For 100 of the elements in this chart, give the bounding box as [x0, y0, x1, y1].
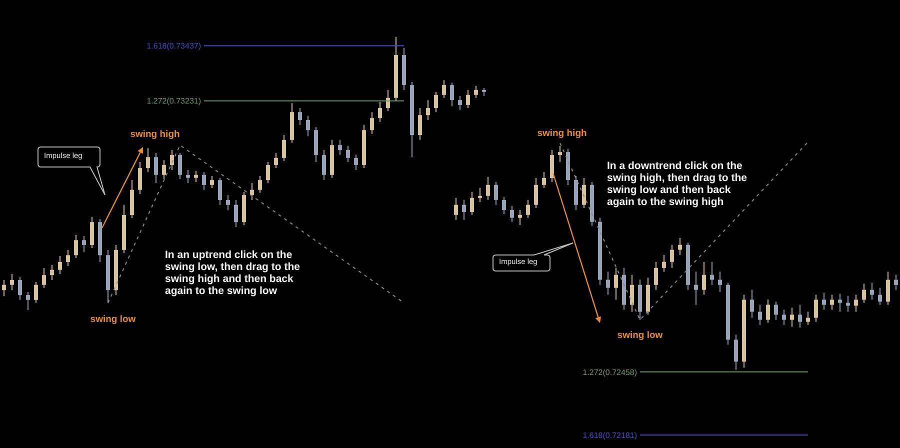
candlestick [50, 264, 54, 280]
text: swing high [537, 128, 587, 139]
candlestick [550, 150, 554, 183]
candlestick [486, 176, 490, 200]
candlestick [806, 311, 810, 326]
candlestick [542, 171, 546, 188]
candlestick [518, 209, 522, 226]
annotation: In a downtrend click on the swing high, then drag to the swing low and then back again to the swing high [607, 160, 748, 208]
candlestick [2, 279, 6, 297]
candlestick [26, 291, 30, 310]
candlestick [470, 191, 474, 216]
candlestick [466, 89, 470, 108]
candlestick [42, 267, 46, 288]
candlestick [194, 170, 198, 182]
candlestick [766, 299, 770, 324]
candlestick [790, 307, 794, 328]
candlestick [510, 205, 514, 222]
candlestick [526, 199, 530, 218]
annotation: 1.272(0.73231) [146, 96, 202, 106]
candlestick [886, 271, 890, 306]
candlestick [354, 154, 358, 170]
candlestick [662, 254, 666, 272]
candlestick [814, 294, 818, 322]
candlestick [146, 148, 150, 173]
candlestick [210, 175, 214, 188]
candlestick [306, 115, 310, 137]
candlestick [558, 146, 562, 162]
candlestick [58, 255, 62, 274]
candlestick [582, 178, 586, 208]
candlestick [450, 82, 454, 107]
candlestick [250, 182, 254, 200]
candlestick [534, 178, 538, 208]
candlestick [154, 152, 158, 184]
annotation: 1.272(0.72458) [582, 368, 638, 377]
candlestick [226, 194, 230, 211]
candlestick [462, 199, 466, 220]
candlestick [218, 177, 222, 206]
candlestick [750, 289, 754, 318]
candlestick [426, 100, 430, 120]
candlestick [774, 301, 778, 320]
candlestick [654, 261, 658, 290]
candlestick [694, 271, 698, 306]
candlestick [894, 274, 898, 290]
candlestick [630, 274, 634, 312]
candlestick [10, 273, 14, 291]
candlestick [758, 304, 762, 326]
candlestick [798, 304, 802, 328]
text: 1.618(0.72181) [582, 430, 638, 440]
candlestick [298, 107, 302, 126]
candlestick [74, 234, 78, 259]
candlestick [338, 139, 342, 156]
candlestick [478, 187, 482, 202]
candlestick [90, 216, 94, 249]
candlestick [678, 237, 682, 256]
candlestick [878, 287, 882, 306]
annotation: 1.618(0.73437) [146, 42, 202, 51]
candlestick [66, 249, 70, 267]
candlestick [458, 95, 462, 110]
text: swing low [90, 314, 136, 325]
candlestick [346, 145, 350, 163]
candlestick [606, 271, 610, 296]
candlestick [442, 80, 446, 98]
candlestick [710, 261, 714, 286]
candlestick [862, 283, 866, 304]
candlestick [162, 160, 166, 180]
candlestick [702, 261, 706, 296]
annotation: swing low [617, 330, 663, 341]
candlestick [494, 182, 498, 206]
candlestick [178, 152, 182, 180]
annotation: In an uptrend click on the swing low, then drag to the swing high and then back again to the swing low [165, 249, 301, 297]
candlestick [322, 150, 326, 181]
candlestick [418, 107, 422, 140]
candlestick [454, 197, 458, 220]
candlestick [614, 267, 618, 300]
candlestick [718, 271, 722, 292]
candlestick [838, 293, 842, 312]
candlestick [234, 199, 238, 228]
candlestick [670, 244, 674, 268]
candlestick [258, 175, 262, 194]
candlestick [502, 196, 506, 215]
candlestick [18, 276, 22, 300]
candlestick [274, 152, 278, 169]
candlestick [378, 101, 382, 122]
candlestick [434, 91, 438, 113]
candlestick [822, 292, 826, 310]
candlestick [734, 334, 738, 370]
annotation: swing high [130, 129, 180, 140]
candlestick [266, 162, 270, 184]
candlestick [186, 169, 190, 184]
candlestick [282, 134, 286, 162]
candlestick [34, 281, 38, 304]
candlestick [854, 294, 858, 312]
candlestick [474, 85, 478, 98]
candlestick [830, 294, 834, 310]
candlestick [202, 172, 206, 190]
candlestick [82, 236, 86, 253]
candlestick [870, 282, 874, 300]
candlestick [138, 162, 142, 194]
candlestick [370, 112, 374, 134]
candlestick [782, 309, 786, 326]
